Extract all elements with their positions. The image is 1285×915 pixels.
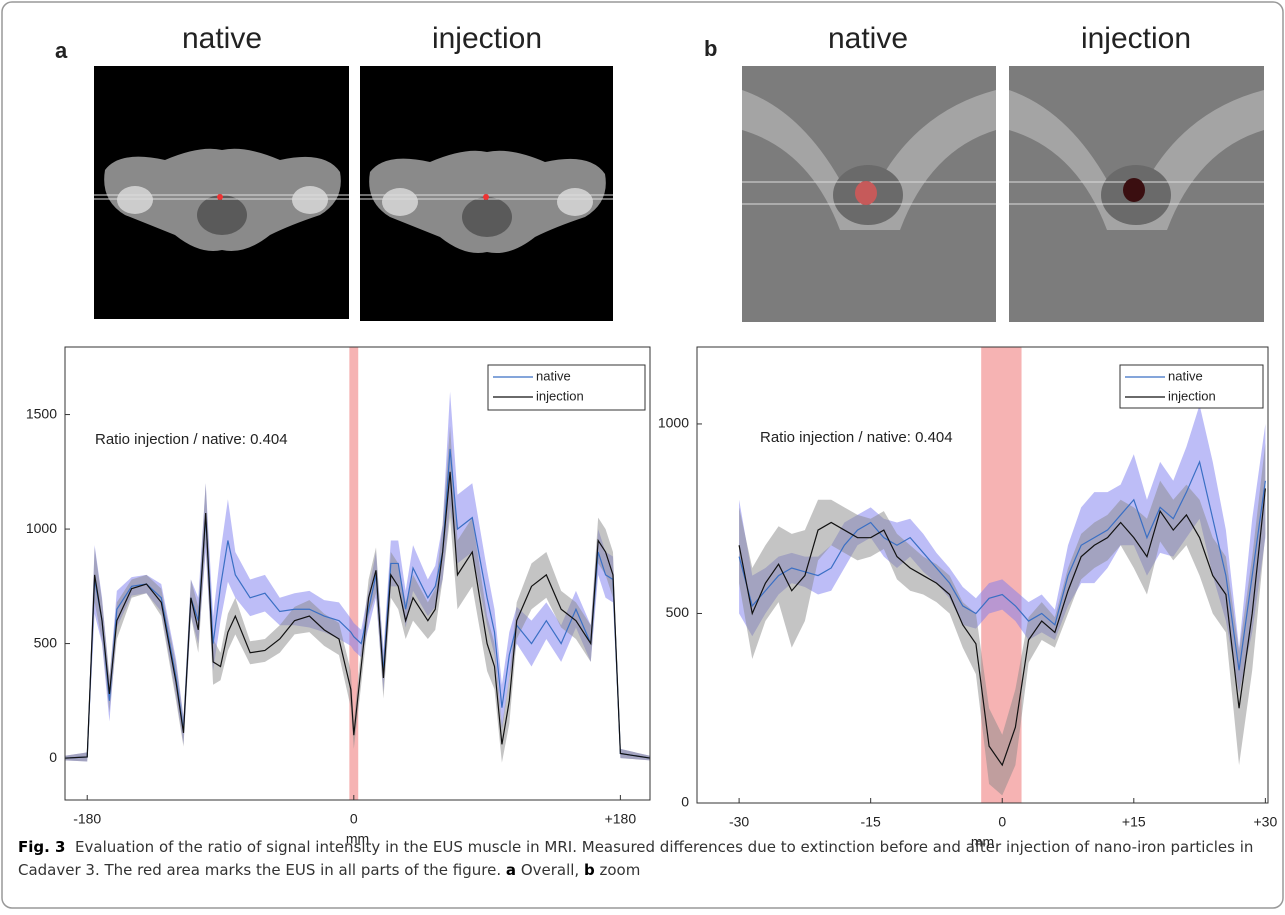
plot-frame	[696, 346, 1269, 804]
image-title: native	[182, 22, 262, 55]
caption-part-label: b	[583, 861, 595, 879]
mri-image	[742, 66, 996, 322]
y-tick-label: 1000	[26, 520, 57, 536]
legend-label: native	[1168, 368, 1203, 383]
legend-label: native	[536, 368, 571, 383]
caption-label: Fig. 3	[18, 838, 66, 856]
image-title: injection	[1081, 22, 1191, 55]
y-tick-label: 0	[49, 749, 57, 765]
y-tick-label: 500	[34, 634, 58, 650]
annotation: Ratio injection / native: 0.404	[95, 431, 288, 448]
mri-image	[94, 66, 349, 319]
panel-label: b	[704, 36, 717, 61]
mri-image	[360, 66, 613, 321]
data-line	[738, 459, 1266, 671]
caption-text: Evaluation of the ratio of signal intens…	[18, 838, 1254, 879]
x-tick-label: 0	[350, 811, 358, 827]
x-tick-label: -180	[73, 811, 101, 827]
highlight-region	[349, 347, 359, 800]
x-axis-label: mm	[971, 834, 994, 850]
image-title: injection	[432, 22, 542, 55]
mri-image	[1009, 66, 1264, 322]
data-line	[738, 488, 1266, 767]
x-tick-label: +180	[605, 811, 637, 827]
x-tick-label: +15	[1122, 814, 1146, 830]
plot-frame	[64, 346, 651, 801]
image-title: native	[828, 22, 908, 55]
x-tick-label: 0	[998, 814, 1006, 830]
x-tick-label: +30	[1253, 814, 1277, 830]
legend-label: injection	[1168, 388, 1216, 403]
caption-part-text: zoom	[599, 861, 641, 879]
caption: Fig. 3 Evaluation of the ratio of signal…	[18, 836, 1263, 882]
error-band	[739, 442, 1266, 796]
legend-label: injection	[536, 388, 584, 403]
x-axis-label: mm	[346, 831, 369, 847]
y-tick-label: 1500	[26, 405, 57, 421]
y-tick-label: 1000	[658, 415, 689, 431]
y-tick-label: 500	[666, 604, 690, 620]
annotation: Ratio injection / native: 0.404	[760, 429, 953, 446]
legend-box	[487, 364, 646, 411]
data-line	[65, 448, 650, 759]
x-tick-label: -30	[729, 814, 749, 830]
x-tick-label: -15	[861, 814, 881, 830]
caption-part-label: a	[505, 861, 517, 879]
y-tick-label: 0	[681, 794, 689, 810]
data-line	[65, 471, 650, 759]
legend-box	[1119, 364, 1264, 409]
error-band	[739, 404, 1266, 694]
caption-part-text: Overall,	[520, 861, 580, 879]
panel-label: a	[55, 38, 68, 63]
